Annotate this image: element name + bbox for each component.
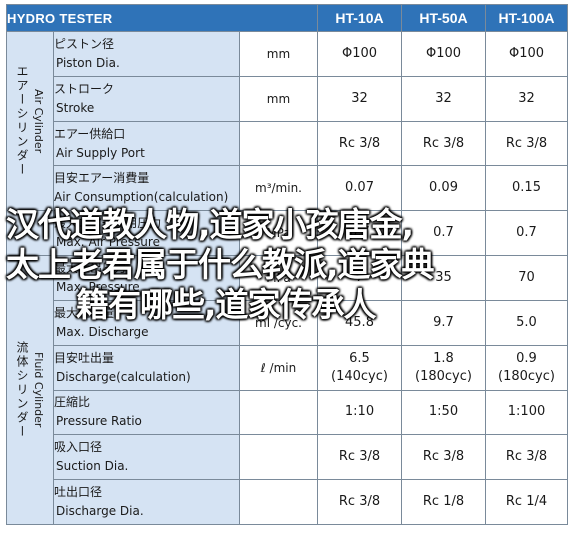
cell-value: 1:50	[401, 389, 486, 436]
cell-value: Φ100	[485, 31, 568, 77]
cell-value: Rc 3/8	[317, 479, 402, 525]
table-row: エアー供給口 Air Supply Port Rc 3/8 Rc 3/8 Rc 3…	[7, 120, 568, 167]
table-row: 最大エアー使用圧力 Max. Air Pressure MPa 0.7 0.7 0…	[6, 210, 568, 257]
cell-value: 6.5 (140cyc)	[317, 344, 402, 391]
cell-value: 70	[485, 255, 568, 301]
header-row: HYDRO TESTER HT-10A HT-50A HT-100A	[6, 4, 568, 32]
air-cylinder-group-label: エアーシリンダー Air Cylinder	[6, 30, 54, 212]
row-unit: mm	[239, 31, 318, 77]
table-row: 流体シリンダー Fluid Cylinder 最大吐出圧力 Max. Pressu…	[6, 255, 568, 525]
cell-value: 0.7	[485, 210, 568, 257]
cell-value: Rc 3/8	[401, 120, 486, 167]
cell-value: 35	[401, 255, 486, 301]
cell-value: 32	[401, 75, 486, 122]
model-header: HT-100A	[485, 4, 568, 32]
cell-value: Rc 3/8	[317, 434, 402, 481]
row-label: 圧縮比 Pressure Ratio	[53, 389, 240, 436]
row-label: 吸入口径 Suction Dia.	[53, 434, 240, 481]
row-label: 最大吐出圧力 Max. Pressure	[53, 255, 240, 301]
cell-value: Rc 1/4	[485, 479, 568, 525]
cell-value: 45.8	[317, 299, 402, 346]
spec-table: HYDRO TESTER HT-10A HT-50A HT-100A エアーシリ…	[6, 4, 568, 525]
cell-value: 0.09	[401, 165, 486, 212]
cell-value: Rc 3/8	[485, 434, 568, 481]
row-unit: ℓ /min	[239, 344, 318, 391]
cell-value: 32	[317, 75, 402, 122]
row-label: 最大吐出量 Max. Discharge	[53, 299, 240, 346]
table-row: ストローク Stroke mm 32 32 32	[7, 75, 568, 122]
table-row: 吐出口径 Discharge Dia. Rc 3/8 Rc 1/8 Rc 1/4	[7, 479, 568, 525]
row-unit	[239, 120, 318, 167]
row-unit	[239, 389, 318, 436]
row-unit: m³/min.	[239, 165, 318, 212]
table-row: エアーシリンダー Air Cylinder ピストン径 Piston Dia. m…	[6, 30, 568, 212]
air-cylinder-jp: エアーシリンダー	[15, 65, 29, 178]
cell-value: 1:100	[485, 389, 568, 436]
fluid-cylinder-en: Fluid Cylinder	[32, 352, 45, 428]
table-row: 目安吐出量 Discharge(calculation) ℓ /min 6.5 (1…	[7, 344, 568, 391]
row-label: ピストン径 Piston Dia.	[53, 31, 240, 77]
cell-value: Φ100	[317, 31, 402, 77]
cell-value: 32	[485, 75, 568, 122]
row-unit	[239, 434, 318, 481]
row-unit	[239, 479, 318, 525]
row-label: 目安吐出量 Discharge(calculation)	[53, 344, 240, 391]
cell-value: Rc 3/8	[317, 120, 402, 167]
row-unit: mm	[239, 75, 318, 122]
cell-value: Rc 1/8	[401, 479, 486, 525]
cell-value: Φ100	[401, 31, 486, 77]
cell-value: 5.0	[485, 299, 568, 346]
row-label: エアー供給口 Air Supply Port	[53, 120, 240, 167]
cell-value: 1.8 (180cyc)	[401, 344, 486, 391]
row-unit: MPa	[239, 255, 318, 301]
row-label: 最大エアー使用圧力 Max. Air Pressure	[53, 210, 240, 257]
row-unit: MPa	[239, 210, 318, 257]
fluid-cylinder-jp: 流体シリンダー	[15, 341, 29, 440]
table-title: HYDRO TESTER	[6, 4, 318, 32]
cell-value: 0.07	[317, 165, 402, 212]
blank-side-cell	[6, 210, 54, 257]
cell-value: 1:10	[317, 389, 402, 436]
row-label: 吐出口径 Discharge Dia.	[53, 479, 240, 525]
table-row: 目安エアー消費量 Air Consumption(calculation) m³/…	[7, 165, 568, 212]
row-unit: ml /cyc.	[239, 299, 318, 346]
model-header: HT-10A	[317, 4, 402, 32]
cell-value: 0.15	[485, 165, 568, 212]
row-label: ストローク Stroke	[53, 75, 240, 122]
table-row: 圧縮比 Pressure Ratio 1:10 1:50 1:100	[7, 389, 568, 436]
table-row: 吸入口径 Suction Dia. Rc 3/8 Rc 3/8 Rc 3/8	[7, 434, 568, 481]
cell-value: 7	[317, 255, 402, 301]
fluid-cylinder-group-label: 流体シリンダー Fluid Cylinder	[6, 255, 54, 525]
row-label: 目安エアー消費量 Air Consumption(calculation)	[53, 165, 240, 212]
air-cylinder-en: Air Cylinder	[32, 89, 45, 154]
cell-value: 0.7	[317, 210, 402, 257]
cell-value: Rc 3/8	[485, 120, 568, 167]
table-row: 最大吐出量 Max. Discharge ml /cyc. 45.8 9.7 5.…	[7, 299, 568, 346]
cell-value: 0.9 (180cyc)	[485, 344, 568, 391]
cell-value: 0.7	[401, 210, 486, 257]
model-header: HT-50A	[401, 4, 486, 32]
cell-value: 9.7	[401, 299, 486, 346]
cell-value: Rc 3/8	[401, 434, 486, 481]
